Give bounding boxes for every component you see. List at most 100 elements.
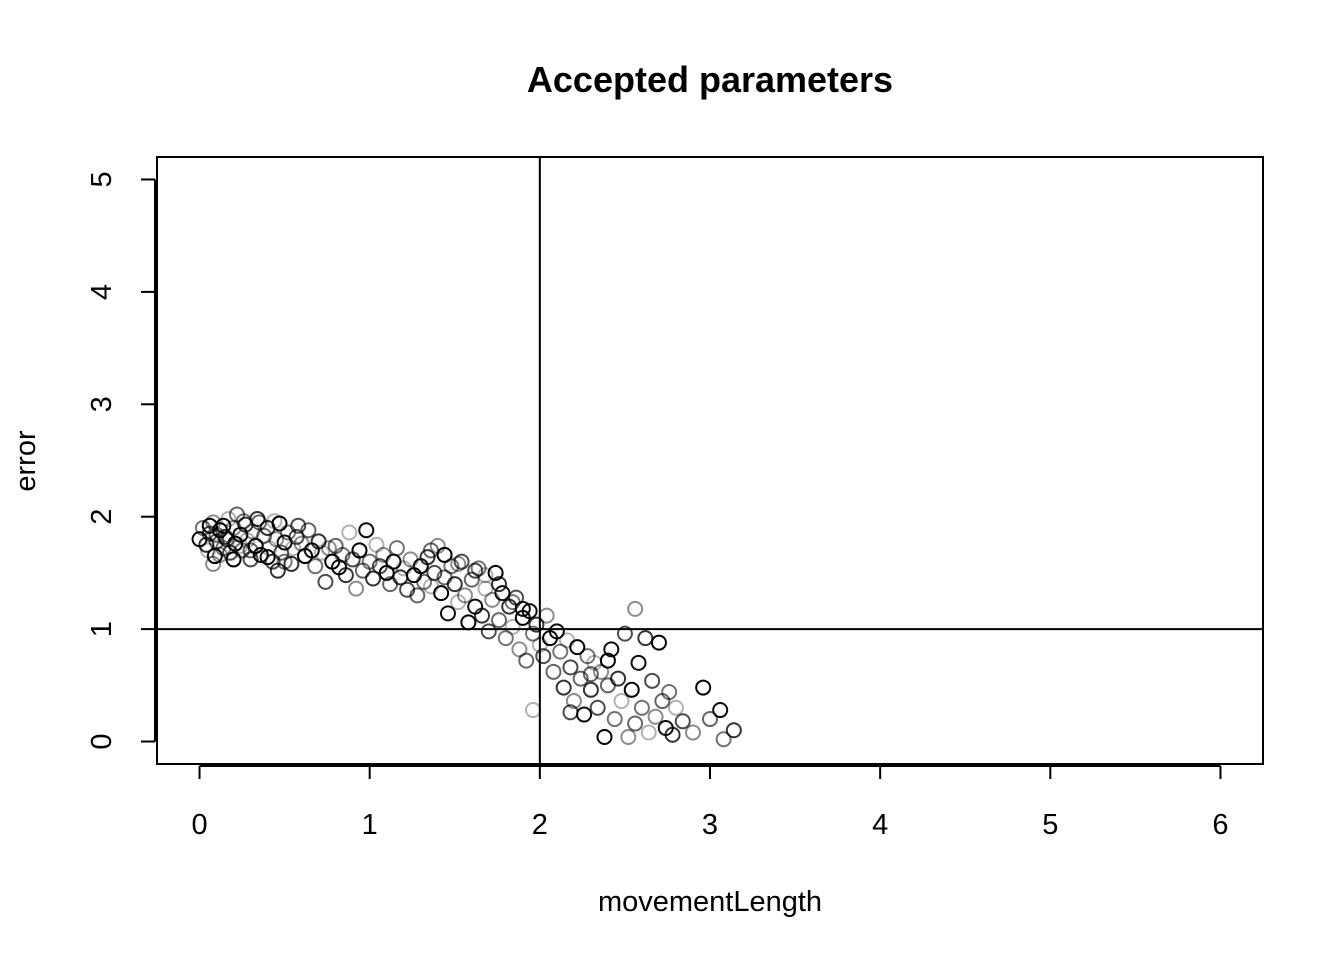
data-point <box>351 542 368 559</box>
data-point <box>565 693 582 710</box>
data-point <box>491 612 508 629</box>
data-point <box>684 724 701 741</box>
data-point <box>450 555 467 572</box>
data-point <box>667 699 684 716</box>
data-point <box>477 567 494 584</box>
data-point <box>627 715 644 732</box>
data-point <box>508 589 525 606</box>
data-point <box>589 699 606 716</box>
y-tick-label: 3 <box>86 396 118 412</box>
data-point <box>627 600 644 617</box>
data-point <box>225 551 242 568</box>
data-point <box>256 527 273 544</box>
y-tick-label: 2 <box>86 509 118 525</box>
data-point <box>661 684 678 701</box>
data-point <box>290 517 307 534</box>
data-point <box>559 632 576 649</box>
data-point <box>470 560 487 577</box>
data-point <box>484 591 501 608</box>
data-point <box>416 573 433 590</box>
x-axis-label: movementLength <box>598 886 822 918</box>
data-point <box>647 708 664 725</box>
data-point <box>426 564 443 581</box>
y-tick-label: 0 <box>86 733 118 749</box>
data-point <box>368 536 385 553</box>
data-point <box>497 630 514 647</box>
data-point <box>283 555 300 572</box>
data-point <box>307 558 324 575</box>
data-point <box>314 544 331 561</box>
data-point <box>616 625 633 642</box>
data-point <box>715 731 732 748</box>
data-point <box>361 553 378 570</box>
plot-area-frame <box>156 156 1264 765</box>
data-point <box>334 546 351 563</box>
data-point <box>562 704 579 721</box>
data-point <box>599 677 616 694</box>
data-point <box>623 681 640 698</box>
data-point <box>582 666 599 683</box>
data-point <box>467 562 484 579</box>
data-point <box>439 605 456 622</box>
x-tick-label: 1 <box>362 809 378 841</box>
data-point <box>525 625 542 642</box>
data-point <box>572 670 589 687</box>
data-point <box>525 702 542 719</box>
data-point <box>538 607 555 624</box>
data-point <box>337 567 354 584</box>
x-tick-label: 6 <box>1212 809 1228 841</box>
data-point <box>610 670 627 687</box>
data-point <box>664 726 681 743</box>
data-point <box>341 524 358 541</box>
y-tick-label: 5 <box>86 171 118 187</box>
data-point <box>473 607 490 624</box>
data-point <box>317 573 334 590</box>
x-axis: 0 1 2 3 4 5 6 <box>191 765 1229 841</box>
data-point <box>300 522 317 539</box>
data-point <box>446 576 463 593</box>
data-point <box>633 699 650 716</box>
data-point <box>450 594 467 611</box>
data-point <box>463 571 480 588</box>
data-point <box>268 531 285 548</box>
data-point <box>456 587 473 604</box>
data-point <box>650 634 667 651</box>
data-point <box>606 711 623 728</box>
data-point <box>562 659 579 676</box>
data-point <box>712 702 729 719</box>
data-point <box>388 540 405 557</box>
y-tick-label: 4 <box>86 284 118 300</box>
y-axis-label: error <box>10 430 42 492</box>
data-point <box>695 679 712 696</box>
x-tick-label: 5 <box>1042 809 1058 841</box>
data-point <box>285 540 302 557</box>
data-point <box>242 551 259 568</box>
data-point <box>579 648 596 665</box>
data-point <box>504 594 521 611</box>
data-point <box>266 513 283 530</box>
data-point <box>198 536 215 553</box>
data-point <box>528 616 545 633</box>
data-point <box>545 663 562 680</box>
data-point <box>630 654 647 671</box>
data-point <box>365 570 382 587</box>
data-point <box>269 562 286 579</box>
data-point <box>569 639 586 656</box>
data-point <box>218 531 235 548</box>
data-point <box>232 537 249 554</box>
data-point <box>487 564 504 581</box>
data-point <box>535 648 552 665</box>
points-layer <box>191 506 742 748</box>
data-point <box>599 652 616 669</box>
data-point <box>582 681 599 698</box>
data-point <box>640 724 657 741</box>
x-tick-label: 3 <box>702 809 718 841</box>
data-point <box>422 542 439 559</box>
data-point <box>259 549 276 566</box>
data-point <box>548 623 565 640</box>
data-point <box>288 528 305 545</box>
data-point <box>249 510 266 527</box>
data-point <box>593 663 610 680</box>
data-point <box>242 542 259 559</box>
x-tick-label: 2 <box>532 809 548 841</box>
